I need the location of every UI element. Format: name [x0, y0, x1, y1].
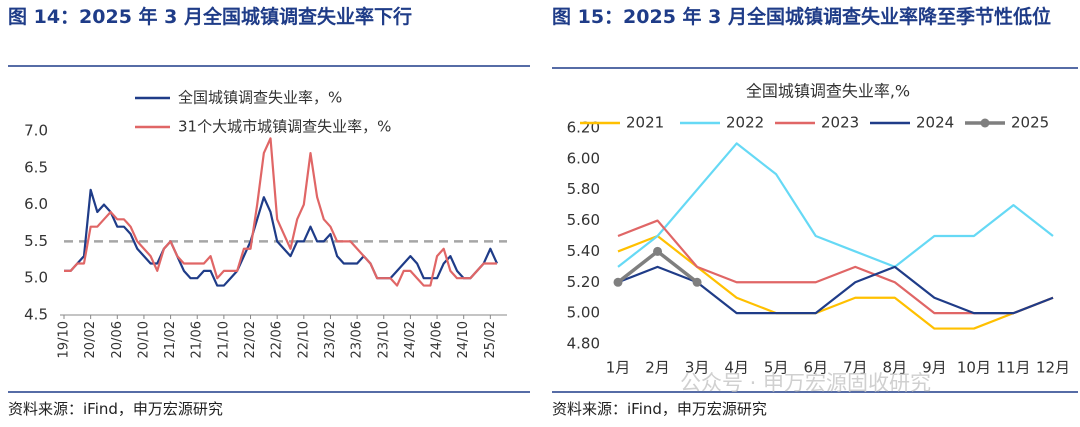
x-tick-label: 22/02 [243, 321, 258, 358]
legend-label: 31个大城市城镇调查失业率，% [178, 118, 391, 136]
x-tick-label: 2月 [645, 359, 670, 377]
y-tick-label: 6.5 [24, 158, 48, 176]
y-tick-label: 5.00 [567, 304, 600, 322]
y-tick-label: 4.5 [24, 306, 48, 324]
x-tick-label: 9月 [922, 359, 947, 377]
y-tick-label: 6.20 [567, 119, 600, 137]
series-line [617, 142, 1054, 268]
legend-label: 全国城镇调查失业率，% [178, 89, 342, 107]
y-tick-label: 5.60 [567, 211, 600, 229]
y-tick-label: 5.40 [567, 242, 600, 260]
x-tick-label: 21/10 [216, 321, 231, 358]
watermark: 公众号 · 申万宏源固收研究 [680, 371, 931, 395]
y-tick-label: 7.0 [24, 122, 48, 140]
x-tick-label: 20/10 [136, 321, 151, 358]
x-tick-label: 4月 [724, 359, 749, 377]
legend-label: 2023 [821, 114, 859, 132]
x-tick-label: 19/10 [57, 321, 72, 358]
x-tick-label: 7月 [843, 359, 868, 377]
y-tick-label: 6.00 [567, 149, 600, 167]
legend-label: 2022 [726, 114, 764, 132]
x-tick-label: 24/02 [403, 321, 418, 358]
legend-label: 2025 [1011, 114, 1049, 132]
x-tick-label: 25/02 [483, 321, 498, 358]
y-tick-label: 5.80 [567, 180, 600, 198]
x-tick-label: 6月 [803, 359, 828, 377]
x-tick-label: 1月 [606, 359, 631, 377]
series-line [64, 137, 497, 287]
y-tick-label: 5.20 [567, 273, 600, 291]
x-tick-label: 21/02 [163, 321, 178, 358]
x-tick-label: 22/10 [296, 321, 311, 358]
series-marker [692, 277, 702, 287]
x-tick-label: 23/10 [376, 321, 391, 358]
x-tick-label: 23/06 [350, 321, 365, 358]
series-marker [653, 246, 663, 256]
x-tick-label: 12月 [1036, 359, 1070, 377]
legend-marker [980, 118, 990, 128]
series-line [617, 234, 1054, 330]
x-tick-label: 3月 [685, 359, 710, 377]
legend-label: 2021 [626, 114, 664, 132]
series-line [617, 265, 1054, 315]
legend-label: 2024 [916, 114, 954, 132]
x-tick-label: 11月 [996, 359, 1030, 377]
y-tick-label: 5.5 [24, 232, 48, 250]
series-line [64, 188, 499, 287]
chart-title: 图 15：2025 年 3 月全国城镇调查失业率降至季节性低位 [552, 6, 1052, 28]
chart-subtitle: 全国城镇调查失业率,% [746, 82, 910, 101]
x-tick-label: 8月 [883, 359, 908, 377]
y-tick-label: 5.0 [24, 269, 48, 287]
series-marker [613, 277, 623, 287]
x-tick-label: 21/06 [190, 321, 205, 358]
x-tick-label: 22/06 [270, 321, 285, 358]
y-tick-label: 6.0 [24, 195, 48, 213]
x-tick-label: 10月 [957, 359, 991, 377]
x-tick-label: 20/02 [83, 321, 98, 358]
chart-title: 图 14：2025 年 3 月全国城镇调查失业率下行 [8, 6, 413, 28]
source: 资料来源：iFind，申万宏源研究 [552, 400, 767, 418]
y-tick-label: 4.80 [567, 335, 600, 353]
source: 资料来源：iFind，申万宏源研究 [8, 400, 223, 418]
x-tick-label: 24/10 [456, 321, 471, 358]
x-tick-label: 5月 [764, 359, 789, 377]
x-tick-label: 23/02 [323, 321, 338, 358]
series-line [617, 219, 1054, 315]
x-tick-label: 24/06 [430, 321, 445, 358]
x-tick-label: 20/06 [110, 321, 125, 358]
